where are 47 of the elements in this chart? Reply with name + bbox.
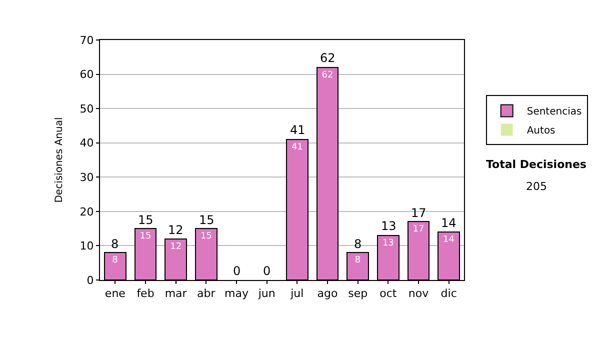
data-label: 41 xyxy=(291,142,303,152)
x-tick-label: feb xyxy=(136,287,154,300)
data-label: 13 xyxy=(382,238,394,248)
x-tick-label: sep xyxy=(348,287,368,300)
x-tick-label: ene xyxy=(104,287,126,300)
total-label: 0 xyxy=(233,264,241,278)
legend-label: Autos xyxy=(526,126,556,137)
y-axis-title: Decisiones Anual xyxy=(54,117,65,203)
total-label: 17 xyxy=(411,206,426,220)
total-label: 8 xyxy=(111,237,119,251)
total-label: 15 xyxy=(138,213,154,227)
y-tick-label: 40 xyxy=(80,136,94,150)
total-label: 41 xyxy=(290,123,306,137)
data-label: 14 xyxy=(442,235,455,245)
total-label: 12 xyxy=(168,223,184,237)
y-tick-label: 50 xyxy=(80,102,94,116)
data-label: 8 xyxy=(112,256,118,266)
data-label: 17 xyxy=(412,224,424,235)
data-label: 62 xyxy=(322,70,334,80)
data-label: 15 xyxy=(140,232,152,242)
text: Total Decisiones xyxy=(486,158,587,171)
x-tick-label: nov xyxy=(408,287,430,300)
x-tick-label: mar xyxy=(164,287,188,300)
data-label: 15 xyxy=(200,232,212,242)
x-tick-label: dic xyxy=(440,287,457,300)
total-label: 14 xyxy=(441,216,456,230)
x-tick-label: jul xyxy=(290,287,304,300)
y-tick-label: 70 xyxy=(80,34,94,47)
text: 205 xyxy=(526,180,547,193)
total-label: 15 xyxy=(199,213,214,227)
x-tick-label: abr xyxy=(197,287,216,300)
y-tick-label: 30 xyxy=(80,170,94,184)
x-tick-label: may xyxy=(224,287,249,300)
data-label: 12 xyxy=(170,242,182,252)
x-tick-label: jun xyxy=(257,287,276,300)
total-label: 62 xyxy=(320,51,336,65)
legend-label: Sentencias xyxy=(526,106,582,118)
data-label: 8 xyxy=(354,256,361,266)
y-tick-label: 10 xyxy=(80,240,94,253)
x-tick-label: oct xyxy=(380,287,398,300)
total-label: 13 xyxy=(381,219,396,233)
y-tick-label: 0 xyxy=(86,274,94,287)
total-label: 8 xyxy=(354,237,362,251)
x-tick-label: ago xyxy=(317,287,338,300)
y-tick-label: 20 xyxy=(80,205,94,218)
total-label: 0 xyxy=(263,264,271,278)
y-tick-label: 60 xyxy=(80,68,94,82)
